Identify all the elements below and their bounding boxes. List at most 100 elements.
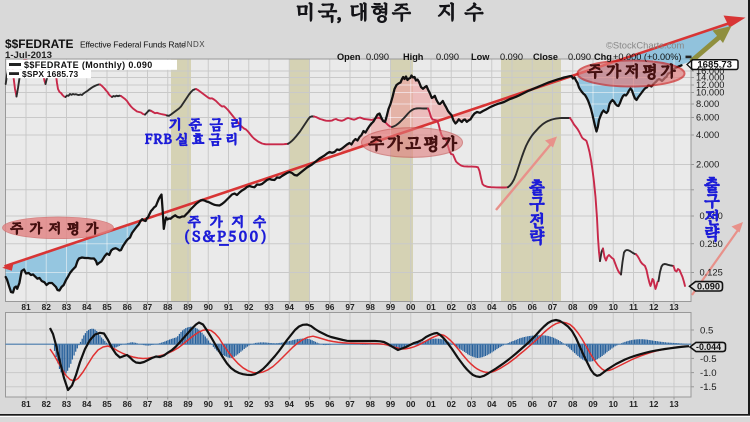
svg-text:99: 99 [386, 302, 396, 312]
svg-text:86: 86 [123, 399, 133, 409]
svg-text:98: 98 [366, 302, 376, 312]
svg-text:90: 90 [204, 399, 214, 409]
svg-text:03: 03 [467, 302, 477, 312]
svg-text:0.090: 0.090 [697, 282, 720, 292]
svg-text:$$FEDRATE (Monthly) 0.090: $$FEDRATE (Monthly) 0.090 [24, 60, 153, 70]
svg-text:0.090: 0.090 [436, 52, 459, 62]
svg-text:6.000: 6.000 [696, 113, 719, 123]
svg-text:82: 82 [42, 399, 52, 409]
svg-text:2.000: 2.000 [696, 160, 719, 170]
svg-text:03: 03 [467, 399, 477, 409]
svg-text:88: 88 [163, 399, 173, 409]
svg-text:0.090: 0.090 [366, 52, 389, 62]
svg-text:12: 12 [649, 399, 659, 409]
svg-text:84: 84 [82, 302, 92, 312]
svg-text:86: 86 [123, 302, 133, 312]
svg-text:84: 84 [82, 399, 92, 409]
svg-text:01: 01 [426, 302, 436, 312]
svg-text:0.090: 0.090 [500, 52, 523, 62]
svg-text:10: 10 [609, 399, 619, 409]
svg-text:00: 00 [406, 399, 416, 409]
svg-text:13: 13 [669, 302, 679, 312]
svg-text:94: 94 [285, 399, 295, 409]
svg-text:0.250: 0.250 [700, 239, 723, 249]
svg-text:88: 88 [163, 302, 173, 312]
svg-text:08: 08 [568, 302, 578, 312]
svg-text:91: 91 [224, 399, 234, 409]
svg-text:08: 08 [568, 399, 578, 409]
svg-text:85: 85 [102, 302, 112, 312]
svg-text:INDX: INDX [184, 40, 205, 49]
svg-text:07: 07 [548, 302, 558, 312]
svg-text:82: 82 [42, 302, 52, 312]
svg-text:-1.5: -1.5 [700, 382, 717, 393]
svg-text:83: 83 [62, 302, 72, 312]
svg-text:02: 02 [447, 302, 457, 312]
svg-text:Chg: Chg [594, 52, 612, 62]
svg-text:12: 12 [649, 302, 659, 312]
svg-text:87: 87 [143, 399, 153, 409]
svg-text:96: 96 [325, 399, 335, 409]
svg-text:99: 99 [386, 399, 396, 409]
svg-text:12.000: 12.000 [696, 80, 724, 90]
svg-text:8.000: 8.000 [696, 99, 719, 109]
svg-text:81: 81 [21, 399, 31, 409]
svg-text:Open: Open [337, 52, 361, 62]
svg-text:4.000: 4.000 [696, 130, 719, 140]
svg-text:91: 91 [224, 302, 234, 312]
svg-text:87: 87 [143, 302, 153, 312]
svg-text:92: 92 [244, 302, 254, 312]
svg-text:92: 92 [244, 399, 254, 409]
svg-text:05: 05 [507, 399, 517, 409]
svg-text:04: 04 [487, 399, 497, 409]
svg-text:97: 97 [345, 399, 355, 409]
svg-text:95: 95 [305, 399, 315, 409]
svg-text:1-Jul-2013: 1-Jul-2013 [5, 50, 52, 61]
svg-text:+0.000 (+0.00%): +0.000 (+0.00%) [613, 52, 681, 62]
svg-text:1685.73: 1685.73 [697, 60, 732, 71]
svg-text:$$FEDRATE: $$FEDRATE [5, 37, 74, 51]
svg-text:0.090: 0.090 [568, 52, 591, 62]
svg-text:10.000: 10.000 [696, 88, 724, 98]
svg-text:0.125: 0.125 [700, 268, 723, 278]
svg-text:94: 94 [285, 302, 295, 312]
svg-text:11: 11 [629, 399, 638, 409]
svg-text:09: 09 [588, 399, 598, 409]
svg-text:93: 93 [264, 302, 274, 312]
svg-text:13: 13 [669, 399, 679, 409]
svg-text:07: 07 [548, 399, 558, 409]
svg-text:High: High [403, 52, 424, 62]
svg-text:06: 06 [528, 302, 538, 312]
svg-text:04: 04 [487, 302, 497, 312]
svg-text:01: 01 [426, 399, 436, 409]
svg-text:Effective Federal Funds Rate: Effective Federal Funds Rate [80, 39, 186, 49]
svg-text:14.000: 14.000 [696, 73, 724, 83]
svg-text:$SPX 1685.73: $SPX 1685.73 [22, 69, 79, 79]
svg-text:-1.0: -1.0 [700, 368, 717, 379]
svg-text:97: 97 [345, 302, 355, 312]
svg-text:09: 09 [588, 302, 598, 312]
svg-text:00: 00 [406, 302, 416, 312]
svg-text:83: 83 [62, 399, 72, 409]
svg-text:96: 96 [325, 302, 335, 312]
svg-text:05: 05 [507, 302, 517, 312]
svg-text:95: 95 [305, 302, 315, 312]
svg-text:11: 11 [629, 302, 638, 312]
svg-text:-0.5: -0.5 [700, 354, 717, 365]
svg-text:81: 81 [21, 302, 31, 312]
svg-text:16.000: 16.000 [696, 66, 724, 76]
svg-text:85: 85 [102, 399, 112, 409]
svg-text:10: 10 [609, 302, 619, 312]
svg-text:0.5: 0.5 [700, 325, 713, 336]
svg-text:06: 06 [528, 399, 538, 409]
svg-text:©StockCharts.com: ©StockCharts.com [606, 40, 684, 51]
svg-text:89: 89 [183, 302, 193, 312]
svg-text:89: 89 [183, 399, 193, 409]
svg-text:93: 93 [264, 399, 274, 409]
svg-text:Low: Low [471, 52, 490, 62]
svg-text:90: 90 [204, 302, 214, 312]
svg-text:Close: Close [533, 52, 558, 62]
svg-text:02: 02 [447, 399, 457, 409]
svg-text:98: 98 [366, 399, 376, 409]
svg-text:-0.044: -0.044 [696, 342, 721, 352]
